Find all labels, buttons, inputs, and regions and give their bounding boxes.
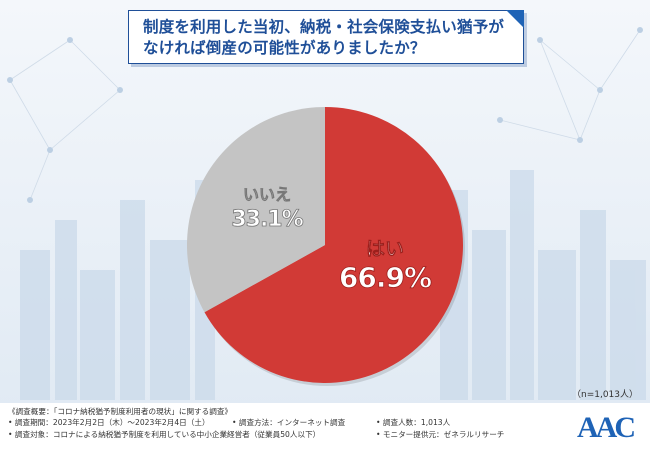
pie-slice-no <box>187 107 325 313</box>
pie-slice-yes <box>204 107 463 383</box>
survey-overview: 《調査概要：「コロナ納税猶予制度利用者の現状」に関する調査》 <box>8 407 233 416</box>
survey-footer: 《調査概要：「コロナ納税猶予制度利用者の現状」に関する調査》 • 調査期間：20… <box>0 403 650 450</box>
survey-count: • 調査人数：1,013人 <box>376 418 451 427</box>
question-title-box: 制度を利用した当初、納税・社会保険支払い猶予が なければ倒産の可能性がありました… <box>128 10 524 64</box>
slice-label-no: いいえ <box>243 185 291 204</box>
slice-value-no: 33.1% <box>231 207 303 232</box>
survey-method: • 調査方法：インターネット調査 <box>232 418 346 427</box>
sample-size-label: （n=1,013人） <box>571 390 638 400</box>
question-title: 制度を利用した当初、納税・社会保険支払い猶予が なければ倒産の可能性がありました… <box>143 17 513 59</box>
survey-provider: • モニター提供元：ゼネラルリサーチ <box>376 430 505 439</box>
question-title-line2: なければ倒産の可能性がありましたか？ <box>143 39 426 57</box>
question-title-line1: 制度を利用した当初、納税・社会保険支払い猶予が <box>143 18 505 36</box>
slice-label-yes: はい <box>366 238 404 260</box>
survey-target: • 調査対象：コロナによる納税猶予制度を利用している中小企業経営者（従業員50人… <box>8 430 321 439</box>
logo-text: AAC <box>577 411 634 444</box>
slice-value-yes: 66.9% <box>339 261 432 294</box>
survey-period: • 調査期間：2023年2月2日（木）～2023年2月4日（土） <box>8 418 210 427</box>
title-corner-accent <box>506 10 524 28</box>
aac-logo: AAC <box>577 411 636 444</box>
